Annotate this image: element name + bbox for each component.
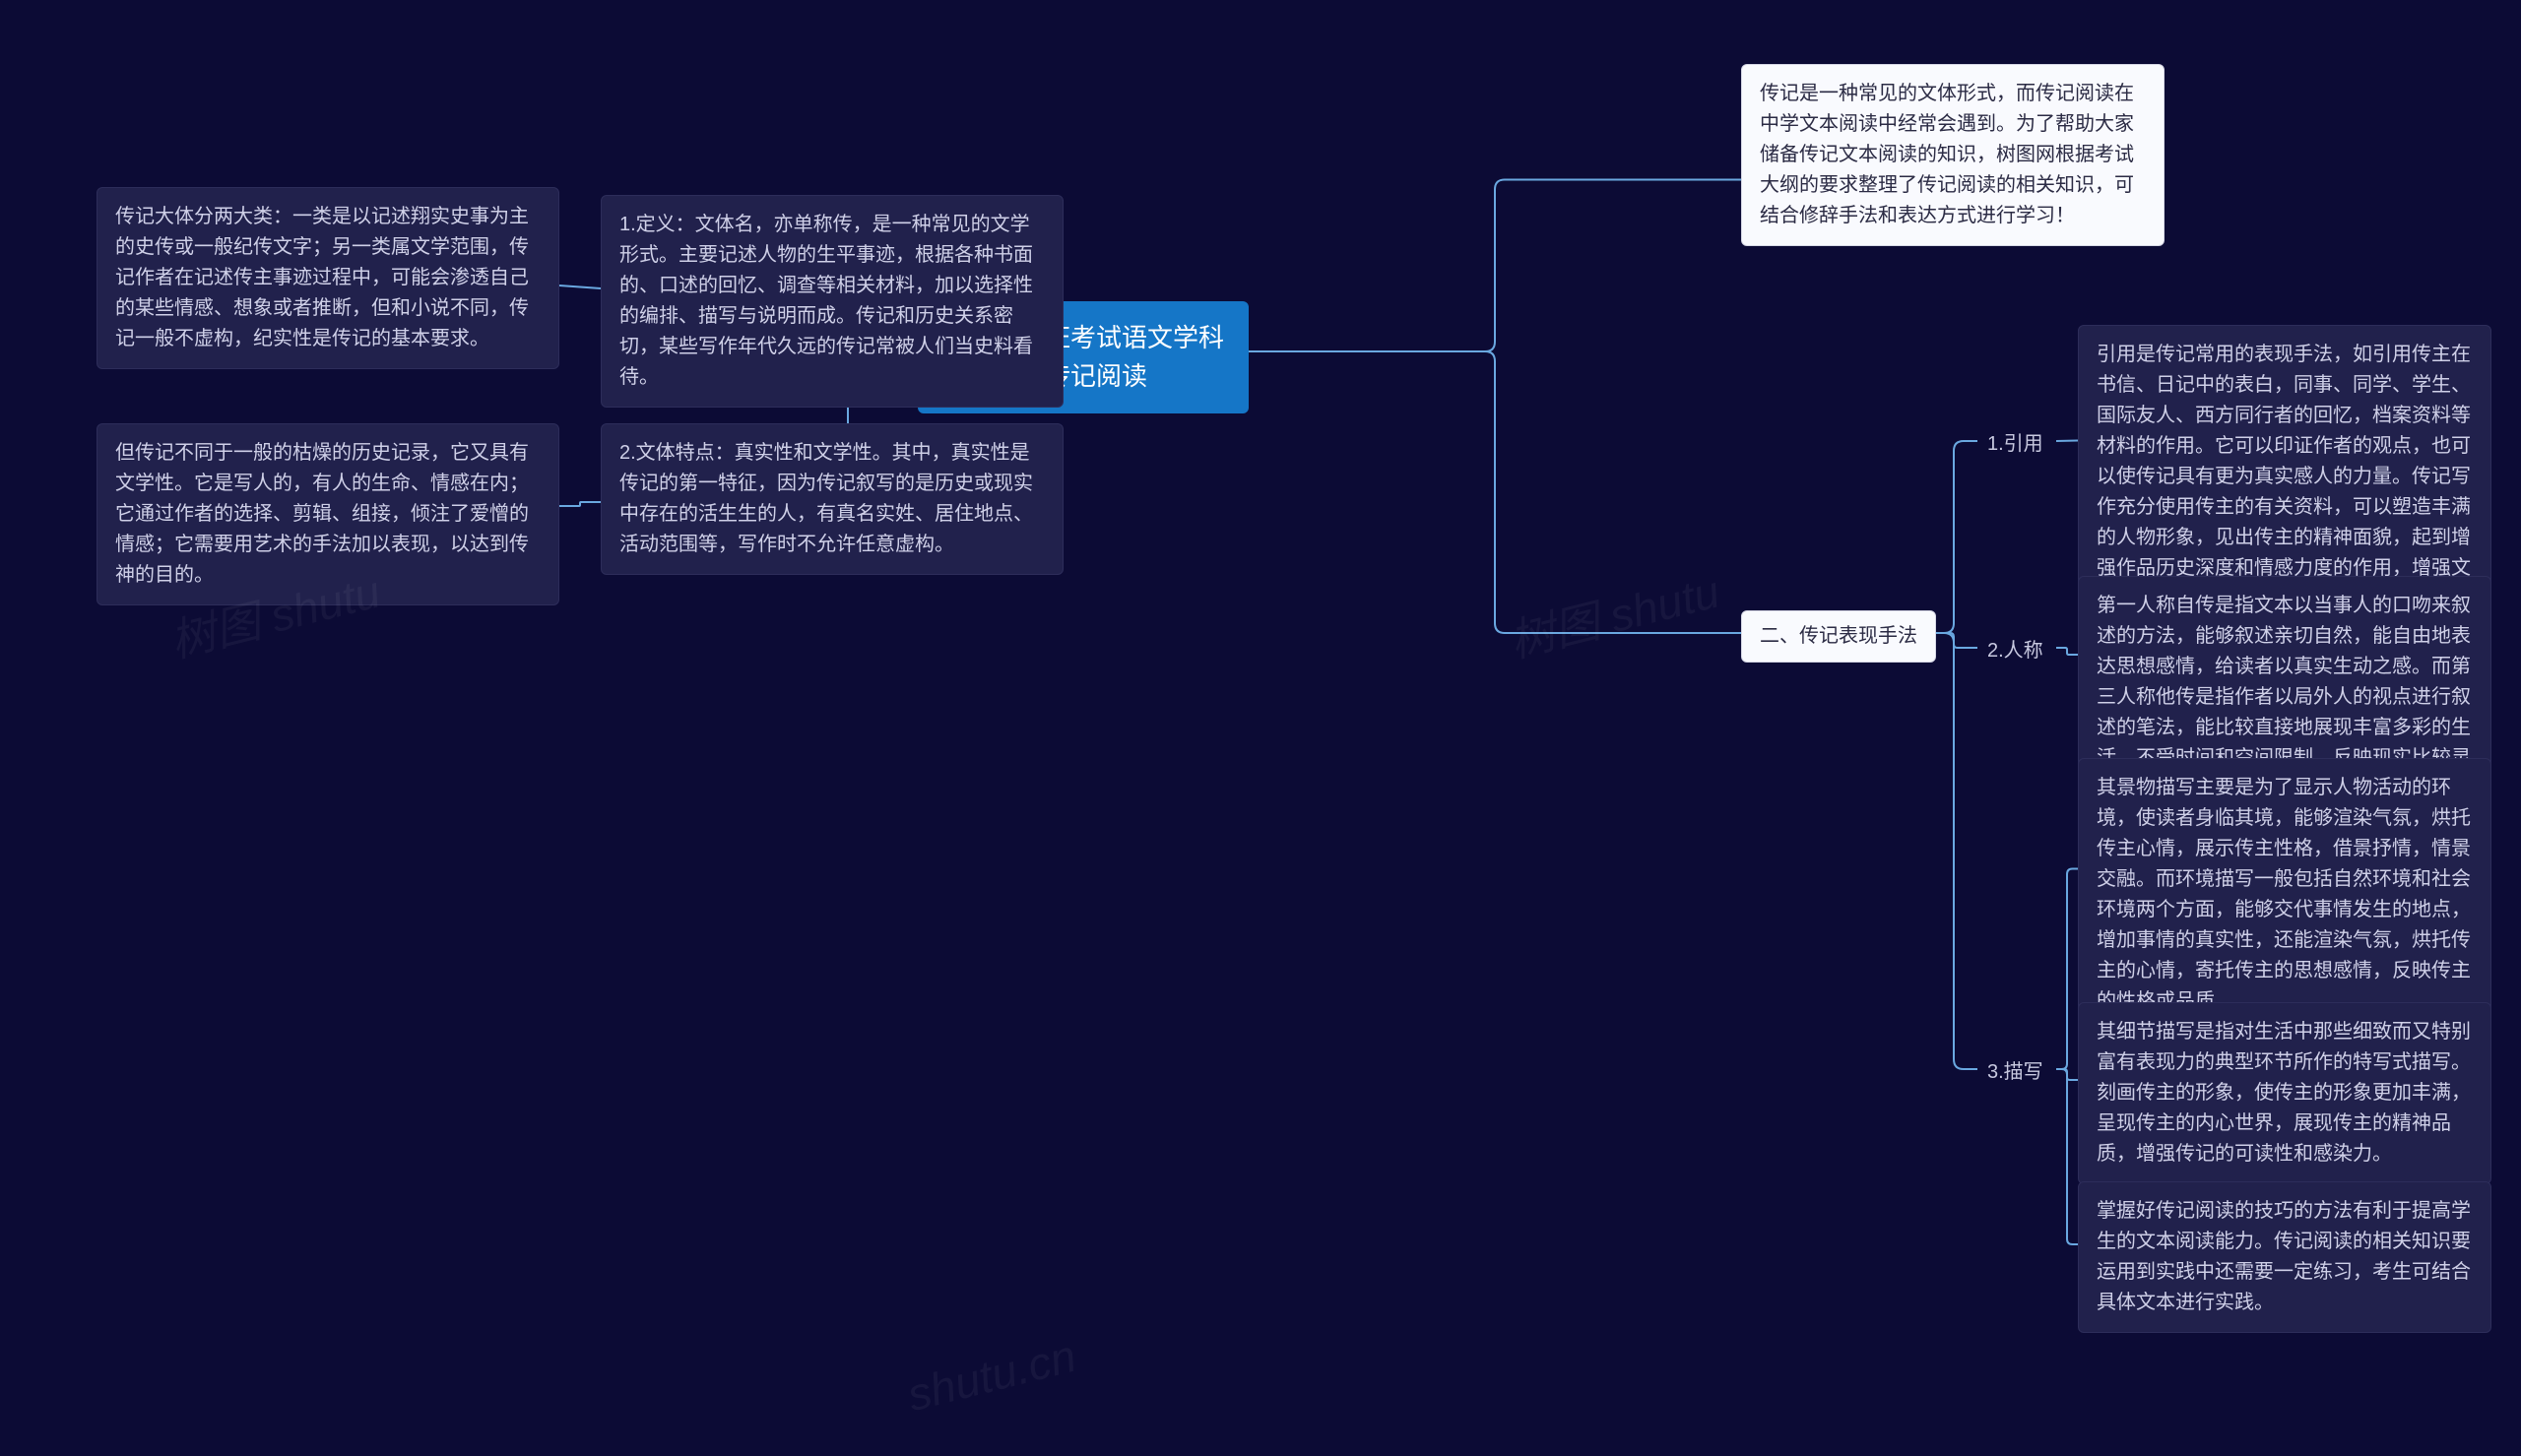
tech-summary: 掌握好传记阅读的技巧的方法有利于提高学生的文本阅读能力。传记阅读的相关知识要运用…: [2078, 1181, 2491, 1333]
def-node-1: 1.定义：文体名，亦单称传，是一种常见的文学形式。主要记述人物的生平事迹，根据各…: [601, 195, 1064, 408]
sub-quote: 1.引用: [1977, 423, 2053, 466]
watermark-2: 树图 shutu: [1502, 556, 1725, 671]
sub-description: 3.描写: [1977, 1051, 2053, 1094]
def-detail-2: 但传记不同于一般的枯燥的历史记录，它又具有文学性。它是写人的，有人的生命、情感在…: [97, 423, 559, 605]
tech-desc-scenery: 其景物描写主要是为了显示人物活动的环境，使读者身临其境，能够渲染气氛，烘托传主心…: [2078, 758, 2491, 1032]
watermark-3: shutu.cn: [902, 1329, 1081, 1422]
def-detail-1: 传记大体分两大类：一类是以记述翔实史事为主的史传或一般纪传文字；另一类属文学范围…: [97, 187, 559, 369]
intro-box: 传记是一种常见的文体形式，而传记阅读在中学文本阅读中经常会遇到。为了帮助大家储备…: [1741, 64, 2165, 246]
def-node-2: 2.文体特点：真实性和文学性。其中，真实性是传记的第一特征，因为传记叙写的是历史…: [601, 423, 1064, 575]
sub-person: 2.人称: [1977, 630, 2053, 672]
branch-techniques: 二、传记表现手法: [1741, 610, 1936, 663]
tech-desc-detail: 其细节描写是指对生活中那些细致而又特别富有表现力的典型环节所作的特写式描写。刻画…: [2078, 1002, 2491, 1184]
